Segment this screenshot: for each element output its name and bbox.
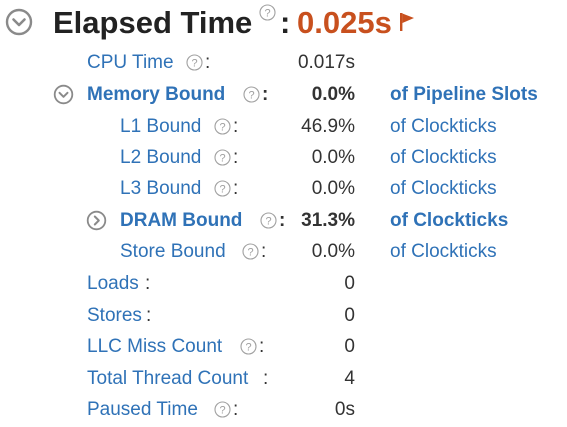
metric-colon: : [261, 241, 267, 262]
l2-bound-link[interactable]: L2 Bound [120, 147, 202, 168]
help-icon[interactable]: ? [214, 180, 231, 197]
metric-colon: : [145, 273, 151, 294]
metric-row-loads: Loads : 0 [0, 269, 567, 299]
metric-colon: : [263, 368, 269, 389]
stores-value: 0 [344, 305, 355, 326]
loads-link[interactable]: Loads [87, 273, 139, 294]
metric-row-llc-miss-count: LLC Miss Count ? : 0 [0, 332, 567, 362]
help-icon[interactable]: ? [186, 54, 203, 71]
llc-miss-count-link[interactable]: LLC Miss Count [87, 336, 223, 357]
dram-bound-unit: of Clockticks [390, 210, 509, 231]
llc-miss-count-value: 0 [344, 336, 355, 357]
metric-colon: : [233, 178, 239, 199]
svg-text:?: ? [219, 122, 225, 134]
metric-row-paused-time: Paused Time ? : 0s [0, 395, 567, 425]
store-bound-link[interactable]: Store Bound [120, 241, 226, 262]
help-icon[interactable]: ? [214, 149, 231, 166]
dram-bound-value: 31.3% [301, 210, 355, 231]
svg-text:?: ? [219, 405, 225, 417]
paused-time-value: 0s [334, 399, 355, 420]
help-icon[interactable]: ? [214, 401, 231, 418]
metric-row-total-thread-count: Total Thread Count : 4 [0, 364, 567, 394]
help-icon[interactable]: ? [242, 243, 259, 260]
dram-bound-link[interactable]: DRAM Bound [120, 210, 243, 231]
metric-row-cpu-time: CPU Time ? : 0.017s [0, 48, 567, 78]
metric-colon: : [262, 84, 269, 105]
svg-text:?: ? [219, 184, 225, 196]
svg-text:?: ? [191, 58, 197, 70]
l3-bound-unit: of Clockticks [390, 178, 497, 199]
elapsed-time-value: 0.025s [297, 5, 392, 40]
metric-row-l3-bound: L3 Bound ? : 0.0% of Clockticks [0, 174, 567, 204]
elapsed-time-title: Elapsed Time [53, 5, 253, 40]
metric-colon: : [146, 305, 152, 326]
memory-bound-unit: of Pipeline Slots [390, 84, 538, 105]
metric-row-store-bound: Store Bound ? : 0.0% of Clockticks [0, 237, 567, 267]
stores-link[interactable]: Stores [87, 305, 142, 326]
flag-icon [400, 13, 414, 31]
l2-bound-value: 0.0% [311, 147, 355, 168]
cpu-time-value: 0.017s [297, 52, 355, 73]
help-icon[interactable]: ? [260, 212, 277, 229]
svg-text:?: ? [265, 216, 271, 228]
metric-colon: : [205, 52, 211, 73]
memory-bound-link[interactable]: Memory Bound [87, 84, 226, 105]
l3-bound-value: 0.0% [311, 178, 355, 199]
collapse-toggle-icon[interactable] [53, 84, 74, 105]
svg-text:?: ? [245, 342, 251, 354]
l1-bound-value: 46.9% [301, 116, 355, 137]
help-icon[interactable]: ? [259, 4, 276, 21]
metric-colon: : [233, 116, 239, 137]
svg-text:?: ? [219, 153, 225, 165]
svg-text:?: ? [264, 8, 270, 20]
metric-colon: : [259, 336, 265, 357]
help-icon[interactable]: ? [240, 338, 257, 355]
metric-row-stores: Stores : 0 [0, 301, 567, 331]
collapse-toggle-icon[interactable] [5, 8, 33, 36]
paused-time-link[interactable]: Paused Time [87, 399, 198, 420]
l1-bound-link[interactable]: L1 Bound [120, 116, 202, 137]
total-thread-count-value: 4 [344, 368, 355, 389]
metric-row-l2-bound: L2 Bound ? : 0.0% of Clockticks [0, 143, 567, 173]
store-bound-unit: of Clockticks [390, 241, 497, 262]
title-colon: : [280, 5, 291, 40]
metric-row-l1-bound: L1 Bound ? : 46.9% of Clockticks [0, 112, 567, 142]
memory-bound-value: 0.0% [311, 84, 355, 105]
help-icon[interactable]: ? [243, 86, 260, 103]
store-bound-value: 0.0% [311, 241, 355, 262]
metric-colon: : [233, 147, 239, 168]
expand-toggle-icon[interactable] [86, 210, 107, 231]
metric-colon: : [233, 399, 239, 420]
svg-text:?: ? [247, 247, 253, 259]
metric-colon: : [279, 210, 286, 231]
metric-row-memory-bound: Memory Bound ? : 0.0% of Pipeline Slots [0, 80, 567, 110]
help-icon[interactable]: ? [214, 118, 231, 135]
loads-value: 0 [344, 273, 355, 294]
l3-bound-link[interactable]: L3 Bound [120, 178, 202, 199]
metric-row-dram-bound: DRAM Bound ? : 31.3% of Clockticks [0, 206, 567, 236]
l2-bound-unit: of Clockticks [390, 147, 497, 168]
cpu-time-link[interactable]: CPU Time [87, 52, 174, 73]
l1-bound-unit: of Clockticks [390, 116, 497, 137]
total-thread-count-link[interactable]: Total Thread Count [87, 368, 249, 389]
svg-text:?: ? [248, 90, 254, 102]
